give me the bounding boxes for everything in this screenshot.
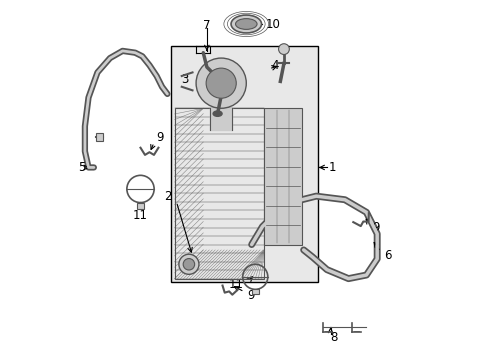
Text: 11: 11	[133, 209, 148, 222]
Circle shape	[278, 44, 289, 54]
Text: 8: 8	[330, 331, 337, 344]
Text: 4: 4	[271, 59, 278, 72]
Text: 9: 9	[247, 289, 254, 302]
Text: 9: 9	[156, 131, 164, 144]
Circle shape	[206, 68, 236, 98]
Circle shape	[196, 58, 246, 108]
Text: 2: 2	[163, 190, 171, 203]
Bar	[251, 289, 258, 294]
Circle shape	[183, 258, 194, 270]
Ellipse shape	[230, 15, 261, 33]
Bar	[137, 203, 144, 209]
Text: 11: 11	[228, 278, 244, 291]
Bar	[171, 45, 317, 282]
Text: 10: 10	[265, 18, 280, 31]
Text: 1: 1	[328, 161, 336, 174]
Text: 3: 3	[181, 73, 188, 86]
Text: 7: 7	[203, 19, 210, 32]
Circle shape	[179, 254, 199, 274]
Bar	[264, 108, 301, 244]
Bar	[96, 134, 102, 140]
Bar	[174, 108, 264, 279]
Ellipse shape	[213, 111, 222, 116]
Text: 6: 6	[384, 249, 391, 262]
Text: 9: 9	[371, 221, 379, 234]
Text: 5: 5	[78, 161, 85, 174]
Ellipse shape	[235, 19, 257, 30]
